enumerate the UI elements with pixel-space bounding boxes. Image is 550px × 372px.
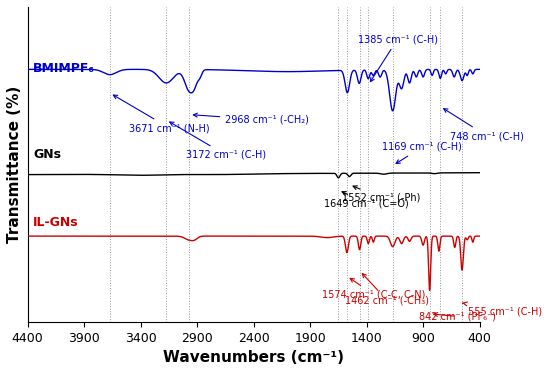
X-axis label: Wavenumbers (cm⁻¹): Wavenumbers (cm⁻¹) bbox=[163, 350, 344, 365]
Text: 2968 cm⁻¹ (-CH₂): 2968 cm⁻¹ (-CH₂) bbox=[194, 113, 309, 125]
Text: 748 cm⁻¹ (C-H): 748 cm⁻¹ (C-H) bbox=[444, 109, 524, 141]
Text: 1462 cm⁻¹ (-CH₃): 1462 cm⁻¹ (-CH₃) bbox=[345, 273, 429, 305]
Text: 1385 cm⁻¹ (C-H): 1385 cm⁻¹ (C-H) bbox=[358, 34, 437, 81]
Y-axis label: Transmittance (%): Transmittance (%) bbox=[7, 86, 22, 243]
Text: 1169 cm⁻¹ (C-H): 1169 cm⁻¹ (C-H) bbox=[382, 142, 462, 164]
Text: 1649 cm⁻¹ (C=O): 1649 cm⁻¹ (C=O) bbox=[323, 192, 408, 208]
Text: 1552 cm⁻¹ (-Ph): 1552 cm⁻¹ (-Ph) bbox=[342, 186, 420, 203]
Text: 3172 cm⁻¹ (C-H): 3172 cm⁻¹ (C-H) bbox=[170, 122, 266, 160]
Text: GNs: GNs bbox=[33, 148, 61, 161]
Text: 1574 cm⁻¹ (C-C, C-N): 1574 cm⁻¹ (C-C, C-N) bbox=[322, 278, 426, 300]
Text: IL-GNs: IL-GNs bbox=[33, 216, 79, 229]
Text: BMIMPF₆: BMIMPF₆ bbox=[33, 62, 95, 76]
Text: 842 cm⁻¹ (PF₆⁻): 842 cm⁻¹ (PF₆⁻) bbox=[419, 311, 496, 321]
Text: 3671 cm⁻¹ (N-H): 3671 cm⁻¹ (N-H) bbox=[113, 95, 210, 133]
Text: 555 cm⁻¹ (C-H): 555 cm⁻¹ (C-H) bbox=[463, 302, 542, 316]
